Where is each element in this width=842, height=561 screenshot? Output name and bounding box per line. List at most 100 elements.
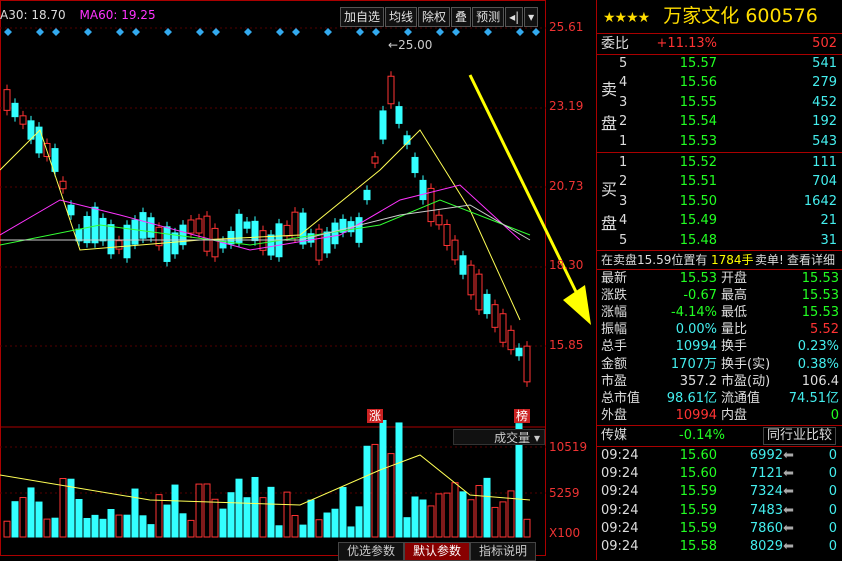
volume-tick: 5259 bbox=[549, 486, 580, 500]
volume-bar bbox=[43, 518, 51, 538]
sector-compare-button[interactable]: 同行业比较 bbox=[763, 427, 837, 445]
buy-price[interactable]: 15.52 bbox=[679, 155, 717, 170]
sell-price[interactable]: 15.53 bbox=[679, 133, 717, 149]
trend-arrow bbox=[468, 74, 582, 301]
kline-chart[interactable] bbox=[0, 0, 596, 560]
down-arrow-icon: ⬅ bbox=[783, 466, 794, 482]
stat-value: 0 bbox=[830, 407, 839, 423]
candle-body bbox=[443, 224, 451, 246]
stat-row: 总市值 98.61亿 流通值 74.51亿 bbox=[597, 390, 842, 408]
ex-rights-button[interactable]: 除权 bbox=[418, 7, 451, 27]
event-diamond-icon bbox=[324, 28, 332, 36]
volume-bar bbox=[67, 478, 75, 538]
candle-body bbox=[395, 106, 403, 124]
volume-bar bbox=[379, 419, 387, 538]
sell-volume: 192 bbox=[812, 114, 837, 130]
queue-detail-link[interactable]: 查看详细 bbox=[787, 253, 836, 267]
buy-price[interactable]: 15.48 bbox=[679, 232, 717, 248]
stat-label: 市盈 bbox=[601, 373, 628, 389]
stat-value: 106.4 bbox=[801, 373, 839, 389]
rating-stars: ★★★★ bbox=[603, 10, 650, 26]
tick-price: 15.58 bbox=[679, 539, 717, 554]
tick-price: 15.59 bbox=[679, 484, 717, 500]
stat-label: 量比 bbox=[721, 322, 748, 338]
event-diamond-icon bbox=[484, 28, 492, 36]
event-diamond-icon bbox=[116, 28, 124, 36]
volume-bar bbox=[467, 499, 475, 538]
stat-row: 总手 10994 换手 0.23% bbox=[597, 338, 842, 356]
candle-body bbox=[251, 220, 259, 242]
candle-body bbox=[99, 217, 107, 242]
volume-bar bbox=[347, 526, 355, 538]
add-favorite-button[interactable]: 加自选 bbox=[340, 7, 385, 27]
indicator-select[interactable]: 成交量 ▾ bbox=[453, 429, 545, 445]
tick-row: 09:24 15.60 7121 ⬅ 0 bbox=[597, 465, 842, 483]
candle-body bbox=[411, 156, 419, 174]
volume-bar bbox=[211, 498, 219, 538]
dropdown-icon[interactable]: ▾ bbox=[524, 7, 539, 27]
queue-alert: 在卖盘15.59位置有 1784手 卖单! 查看详细 bbox=[597, 251, 842, 269]
buy-volume: 111 bbox=[812, 155, 837, 170]
tick-row: 09:24 15.60 6992 ⬅ 0 bbox=[597, 447, 842, 465]
sell-price[interactable]: 15.57 bbox=[679, 56, 717, 71]
volume-ma-line bbox=[0, 454, 531, 506]
forecast-button[interactable]: 预测 bbox=[472, 7, 505, 27]
chart-toolbar: 加自选 均线 除权 叠 预测 ◂| ▾ bbox=[340, 7, 539, 27]
sell-price[interactable]: 15.54 bbox=[679, 114, 717, 130]
tick-time: 09:24 bbox=[601, 539, 639, 554]
queue-volume: 1784手 bbox=[711, 253, 754, 267]
buy-level-row: 1 15.52 111 bbox=[597, 154, 842, 172]
ma10-line bbox=[0, 184, 521, 251]
stat-row: 振幅 0.00% 量比 5.52 bbox=[597, 321, 842, 339]
buy-price[interactable]: 15.51 bbox=[679, 174, 717, 190]
sell-level: 1 bbox=[619, 133, 628, 149]
volume-bar bbox=[443, 492, 451, 538]
tick-time: 09:24 bbox=[601, 466, 639, 482]
buy-price[interactable]: 15.49 bbox=[679, 213, 717, 229]
volume-bar bbox=[267, 486, 275, 538]
overlay-button[interactable]: 叠 bbox=[451, 7, 472, 27]
volume-bar bbox=[75, 498, 83, 538]
candle-body bbox=[163, 226, 171, 262]
weibi-row: 委比 +11.13% 502 bbox=[597, 35, 842, 53]
event-diamond-icon bbox=[372, 28, 380, 36]
tick-volume: 7324 bbox=[749, 484, 783, 500]
event-diamond-icon bbox=[52, 28, 60, 36]
candle-body bbox=[379, 110, 387, 140]
candle-body bbox=[19, 115, 27, 125]
collapse-icon[interactable]: ◂| bbox=[505, 7, 524, 27]
volume-bar bbox=[99, 518, 107, 538]
sell-price[interactable]: 15.56 bbox=[679, 75, 717, 91]
candle-body bbox=[187, 219, 195, 234]
candle-body bbox=[371, 156, 379, 164]
peak-value: 25.00 bbox=[398, 38, 433, 52]
stat-value: 0.00% bbox=[675, 322, 717, 338]
indicator-tabs: 优选参数 默认参数 指标说明 bbox=[338, 542, 537, 561]
volume-bar bbox=[387, 453, 395, 538]
stat-value: 10994 bbox=[675, 407, 717, 423]
candle-body bbox=[11, 102, 19, 118]
sector-name: 传媒 bbox=[601, 428, 628, 443]
candle-body bbox=[259, 230, 267, 251]
sell-level-row: 5 15.57 541 bbox=[597, 55, 842, 73]
buy-price[interactable]: 15.50 bbox=[679, 193, 717, 209]
volume-bar bbox=[451, 482, 459, 538]
sell-price[interactable]: 15.55 bbox=[679, 94, 717, 110]
volume-bar bbox=[291, 515, 299, 538]
tab-indicator-help[interactable]: 指标说明 bbox=[470, 542, 537, 561]
volume-bar bbox=[411, 496, 419, 538]
candle-body bbox=[267, 234, 275, 256]
event-diamond-icon bbox=[452, 28, 460, 36]
event-diamond-icon bbox=[436, 28, 444, 36]
volume-bar bbox=[507, 490, 515, 538]
sell-label: 卖 bbox=[601, 80, 618, 99]
event-diamond-icon bbox=[132, 28, 140, 36]
ma-button[interactable]: 均线 bbox=[385, 7, 418, 27]
volume-unit: X100 bbox=[549, 526, 581, 540]
tab-optimized-params[interactable]: 优选参数 bbox=[338, 542, 405, 561]
tab-default-params[interactable]: 默认参数 bbox=[404, 542, 471, 561]
tick-row: 09:24 15.59 7324 ⬅ 0 bbox=[597, 483, 842, 501]
candle-body bbox=[123, 224, 131, 259]
volume-bar bbox=[27, 487, 35, 538]
tick-time: 09:24 bbox=[601, 502, 639, 518]
